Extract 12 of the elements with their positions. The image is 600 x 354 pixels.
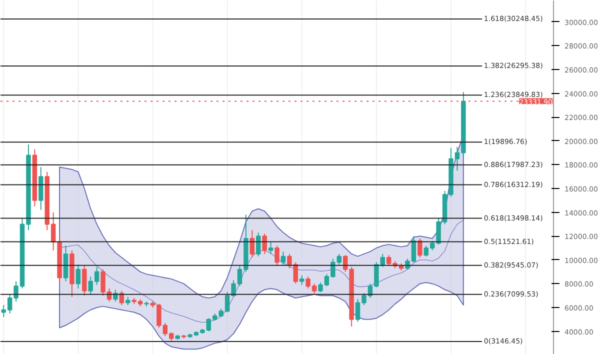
candlestick <box>274 245 280 266</box>
candlestick <box>38 166 44 210</box>
candlestick <box>256 232 261 257</box>
candlestick <box>76 264 81 289</box>
candlestick <box>418 238 422 258</box>
candlestick <box>299 274 304 286</box>
candlestick <box>63 245 68 282</box>
candlestick <box>250 230 255 258</box>
candlestick <box>268 242 274 254</box>
candlestick <box>280 251 286 266</box>
candlestick <box>82 265 87 296</box>
candlestick <box>262 233 267 254</box>
